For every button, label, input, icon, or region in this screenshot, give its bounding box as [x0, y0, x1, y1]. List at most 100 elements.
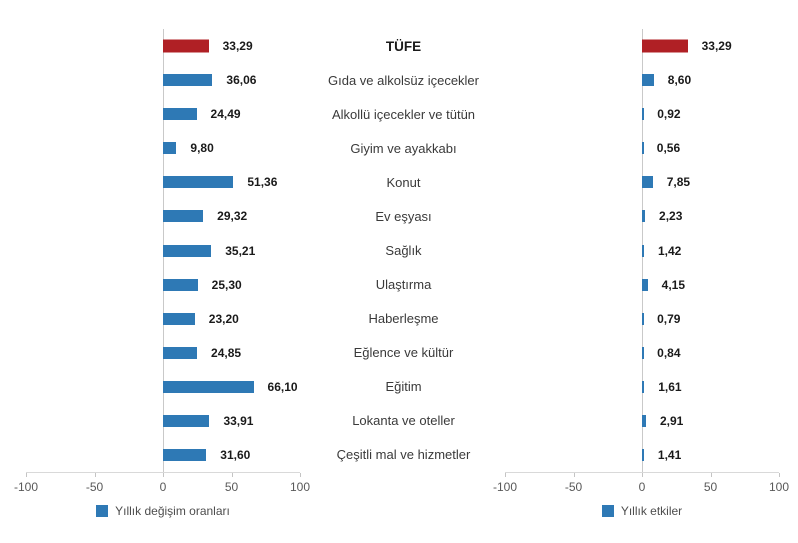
axis-tick	[710, 473, 712, 477]
chart-title-tufe: TÜFE	[385, 38, 422, 54]
value-label: 24,85	[211, 345, 242, 360]
annual-change-x-axis: -100 -50 0 50 100	[14, 472, 310, 497]
bar-tufe-highlight	[163, 39, 209, 53]
bar-row: 2,23	[505, 199, 779, 233]
category-label: Haberleşme	[368, 311, 439, 327]
axis-tick-label: 50	[224, 480, 239, 494]
value-label: 51,36	[247, 175, 278, 190]
value-label: 9,80	[190, 141, 214, 156]
category-labels-column: TÜFE Gıda ve alkolsüz içecekler Alkollü iç…	[302, 29, 505, 472]
bar-row: 33,91	[26, 404, 300, 438]
axis-tick	[505, 473, 506, 477]
category-label: Ev eşyası	[375, 208, 432, 224]
legend-label: Yıllık değişim oranları	[115, 504, 230, 518]
bar	[163, 312, 195, 325]
bar-row: 25,30	[26, 268, 300, 302]
annual-effects-chart: 33,29 8,60 0,92 0,56 7,85 2,23 1,42 4,15 0,79 0,8…	[493, 29, 789, 520]
bar-tufe-highlight	[642, 39, 688, 53]
bar-row: 1,61	[505, 370, 779, 404]
bar-row: 33,29	[26, 29, 300, 63]
value-label: 2,23	[659, 209, 683, 224]
bar-row: 2,91	[505, 404, 779, 438]
bar-row: 51,36	[26, 165, 300, 199]
value-label: 25,30	[211, 277, 242, 292]
axis-tick	[300, 473, 301, 477]
value-label: 66,10	[267, 379, 298, 394]
value-label: 1,61	[658, 379, 682, 394]
legend-annual-change: Yıllık değişim oranları	[26, 504, 300, 518]
legend-annual-effects: Yıllık etkiler	[505, 504, 779, 518]
legend-label: Yıllık etkiler	[620, 504, 683, 518]
bar	[163, 414, 210, 427]
axis-tick-label: -50	[564, 480, 583, 494]
bar	[642, 346, 644, 359]
category-label: Eğlence ve kültür	[353, 345, 454, 361]
axis-tick	[573, 473, 575, 477]
value-label: 33,29	[701, 39, 732, 54]
value-label: 35,21	[225, 243, 256, 258]
bar	[163, 108, 197, 121]
category-label: Gıda ve alkolsüz içecekler	[327, 72, 479, 88]
axis-tick	[26, 473, 27, 477]
axis-tick-label: -100	[13, 480, 39, 494]
bar	[642, 210, 646, 223]
bar	[642, 244, 644, 257]
axis-tick-label: 50	[703, 480, 718, 494]
bar-row: 1,41	[505, 438, 779, 472]
category-label: Lokanta ve oteller	[352, 413, 455, 429]
value-label: 1,41	[657, 447, 682, 462]
bar	[163, 74, 213, 87]
axis-tick	[642, 473, 643, 477]
bar	[642, 142, 644, 155]
category-label: Giyim ve ayakkabı	[350, 140, 457, 156]
axis-tick	[163, 473, 164, 477]
axis-tick-label: 0	[638, 480, 646, 494]
value-label: 0,56	[656, 141, 681, 156]
bar-row: 1,42	[505, 233, 779, 267]
axis-tick-label: 100	[289, 480, 311, 494]
legend-swatch-icon	[96, 505, 109, 517]
category-label: Ulaştırma	[375, 277, 432, 293]
value-label: 33,91	[223, 413, 254, 428]
category-label: Çeşitli mal ve hizmetler	[336, 447, 471, 463]
bar	[163, 346, 198, 359]
bar	[642, 108, 644, 121]
bar	[642, 176, 653, 189]
value-label: 24,49	[210, 107, 241, 122]
bar	[642, 278, 648, 291]
axis-tick-label: -100	[492, 480, 518, 494]
bar-row: 31,60	[26, 438, 300, 472]
bar	[163, 210, 204, 223]
bar	[163, 380, 254, 393]
bar-row: 0,56	[505, 131, 779, 165]
bar	[642, 414, 646, 427]
axis-tick-label: -50	[85, 480, 104, 494]
bar-row: 24,85	[26, 336, 300, 370]
bar-row: 9,80	[26, 131, 300, 165]
bar-row: 29,32	[26, 199, 300, 233]
value-label: 33,29	[222, 39, 253, 54]
annual-effects-x-axis: -100 -50 0 50 100	[493, 472, 789, 497]
bar-row: 8,60	[505, 63, 779, 97]
value-label: 0,92	[657, 107, 681, 122]
bar	[163, 142, 177, 155]
axis-tick	[231, 473, 233, 477]
value-label: 4,15	[661, 277, 686, 292]
axis-tick-label: 100	[768, 480, 790, 494]
value-label: 31,60	[220, 447, 251, 462]
bar	[163, 448, 207, 461]
bar-row: 0,79	[505, 302, 779, 336]
annual-effects-plot-area: 33,29 8,60 0,92 0,56 7,85 2,23 1,42 4,15 0,79 0,8…	[505, 29, 779, 472]
axis-tick	[94, 473, 96, 477]
bar	[642, 74, 654, 87]
axis-tick-label: 0	[159, 480, 167, 494]
value-label: 23,20	[208, 311, 239, 326]
value-label: 0,84	[657, 345, 681, 360]
axis-tick	[779, 473, 780, 477]
category-label: Eğitim	[385, 379, 422, 395]
bar-row: 23,20	[26, 302, 300, 336]
bar-row: 33,29	[505, 29, 779, 63]
value-label: 29,32	[217, 209, 248, 224]
bar-row: 36,06	[26, 63, 300, 97]
